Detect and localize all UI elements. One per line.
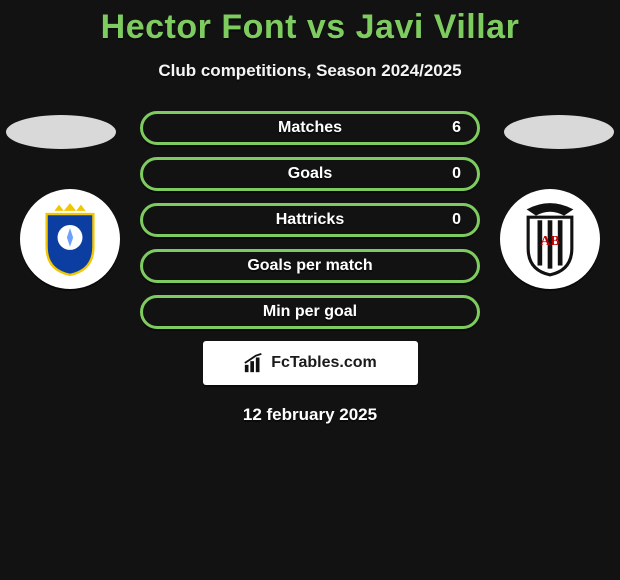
stat-row: Goals 0 <box>140 157 480 191</box>
shield-icon <box>31 200 109 278</box>
club-badge-left <box>20 189 120 289</box>
shield-icon: AB <box>511 200 589 278</box>
player-silhouette-right <box>504 115 614 149</box>
stat-row: Goals per match <box>140 249 480 283</box>
stat-row: Hattricks 0 <box>140 203 480 237</box>
stat-value: 0 <box>452 165 461 183</box>
brand-name: FcTables.com <box>271 354 377 372</box>
stat-row: Matches 6 <box>140 111 480 145</box>
stat-label: Goals <box>288 165 332 183</box>
player-silhouette-left <box>6 115 116 149</box>
stat-value: 6 <box>452 119 461 137</box>
svg-text:AB: AB <box>540 233 559 249</box>
stat-label: Min per goal <box>263 303 357 321</box>
stat-label: Goals per match <box>247 257 372 275</box>
stat-label: Matches <box>278 119 342 137</box>
date-line: 12 february 2025 <box>0 405 620 425</box>
stat-rows: Matches 6 Goals 0 Hattricks 0 Goals per match M… <box>140 111 480 329</box>
subtitle: Club competitions, Season 2024/2025 <box>0 61 620 81</box>
page-title: Hector Font vs Javi Villar <box>0 0 620 47</box>
stat-label: Hattricks <box>276 211 344 229</box>
brand-box[interactable]: FcTables.com <box>203 341 418 385</box>
barchart-icon <box>243 352 265 374</box>
stat-row: Min per goal <box>140 295 480 329</box>
club-badge-right: AB <box>500 189 600 289</box>
stats-area: AB Matches 6 Goals 0 Hattricks 0 Goals per mat… <box>0 111 620 425</box>
stat-value: 0 <box>452 211 461 229</box>
